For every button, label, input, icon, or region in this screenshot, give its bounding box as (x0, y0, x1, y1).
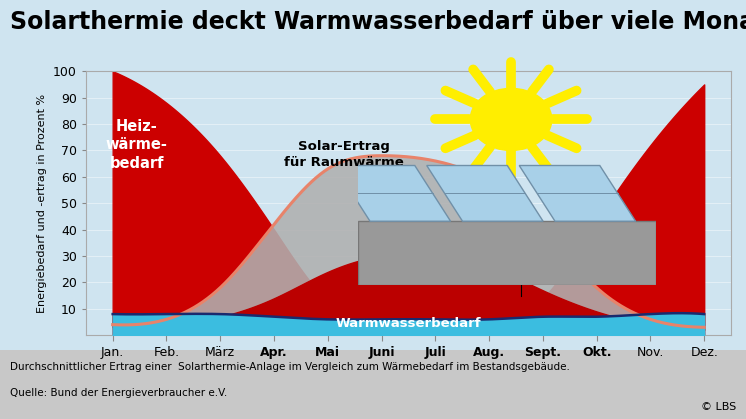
Polygon shape (427, 166, 543, 221)
Polygon shape (358, 221, 656, 285)
Text: Heiz-
wärme-
bedarf: Heiz- wärme- bedarf (106, 119, 168, 171)
Polygon shape (519, 166, 636, 221)
Text: Quelle: Bund der Energieverbraucher e.V.: Quelle: Bund der Energieverbraucher e.V. (10, 388, 227, 398)
Text: © LBS: © LBS (701, 402, 736, 412)
Text: Warmwasserbedarf: Warmwasserbedarf (336, 317, 481, 330)
Polygon shape (334, 166, 451, 221)
Text: Solarthermie deckt Warmwasserbedarf über viele Monate ab: Solarthermie deckt Warmwasserbedarf über… (10, 10, 746, 34)
Text: Solar-Ertrag
für Warmwasser: Solar-Ertrag für Warmwasser (460, 246, 583, 274)
Circle shape (470, 88, 552, 150)
Text: Solar-Ertrag
für Raumwärme: Solar-Ertrag für Raumwärme (284, 140, 404, 169)
Text: Durchschnittlicher Ertrag einer  Solarthermie-Anlage im Vergleich zum Wärmebedar: Durchschnittlicher Ertrag einer Solarthe… (10, 362, 570, 372)
Y-axis label: Energiebedarf und -ertrag in Prozent %: Energiebedarf und -ertrag in Prozent % (37, 94, 47, 313)
